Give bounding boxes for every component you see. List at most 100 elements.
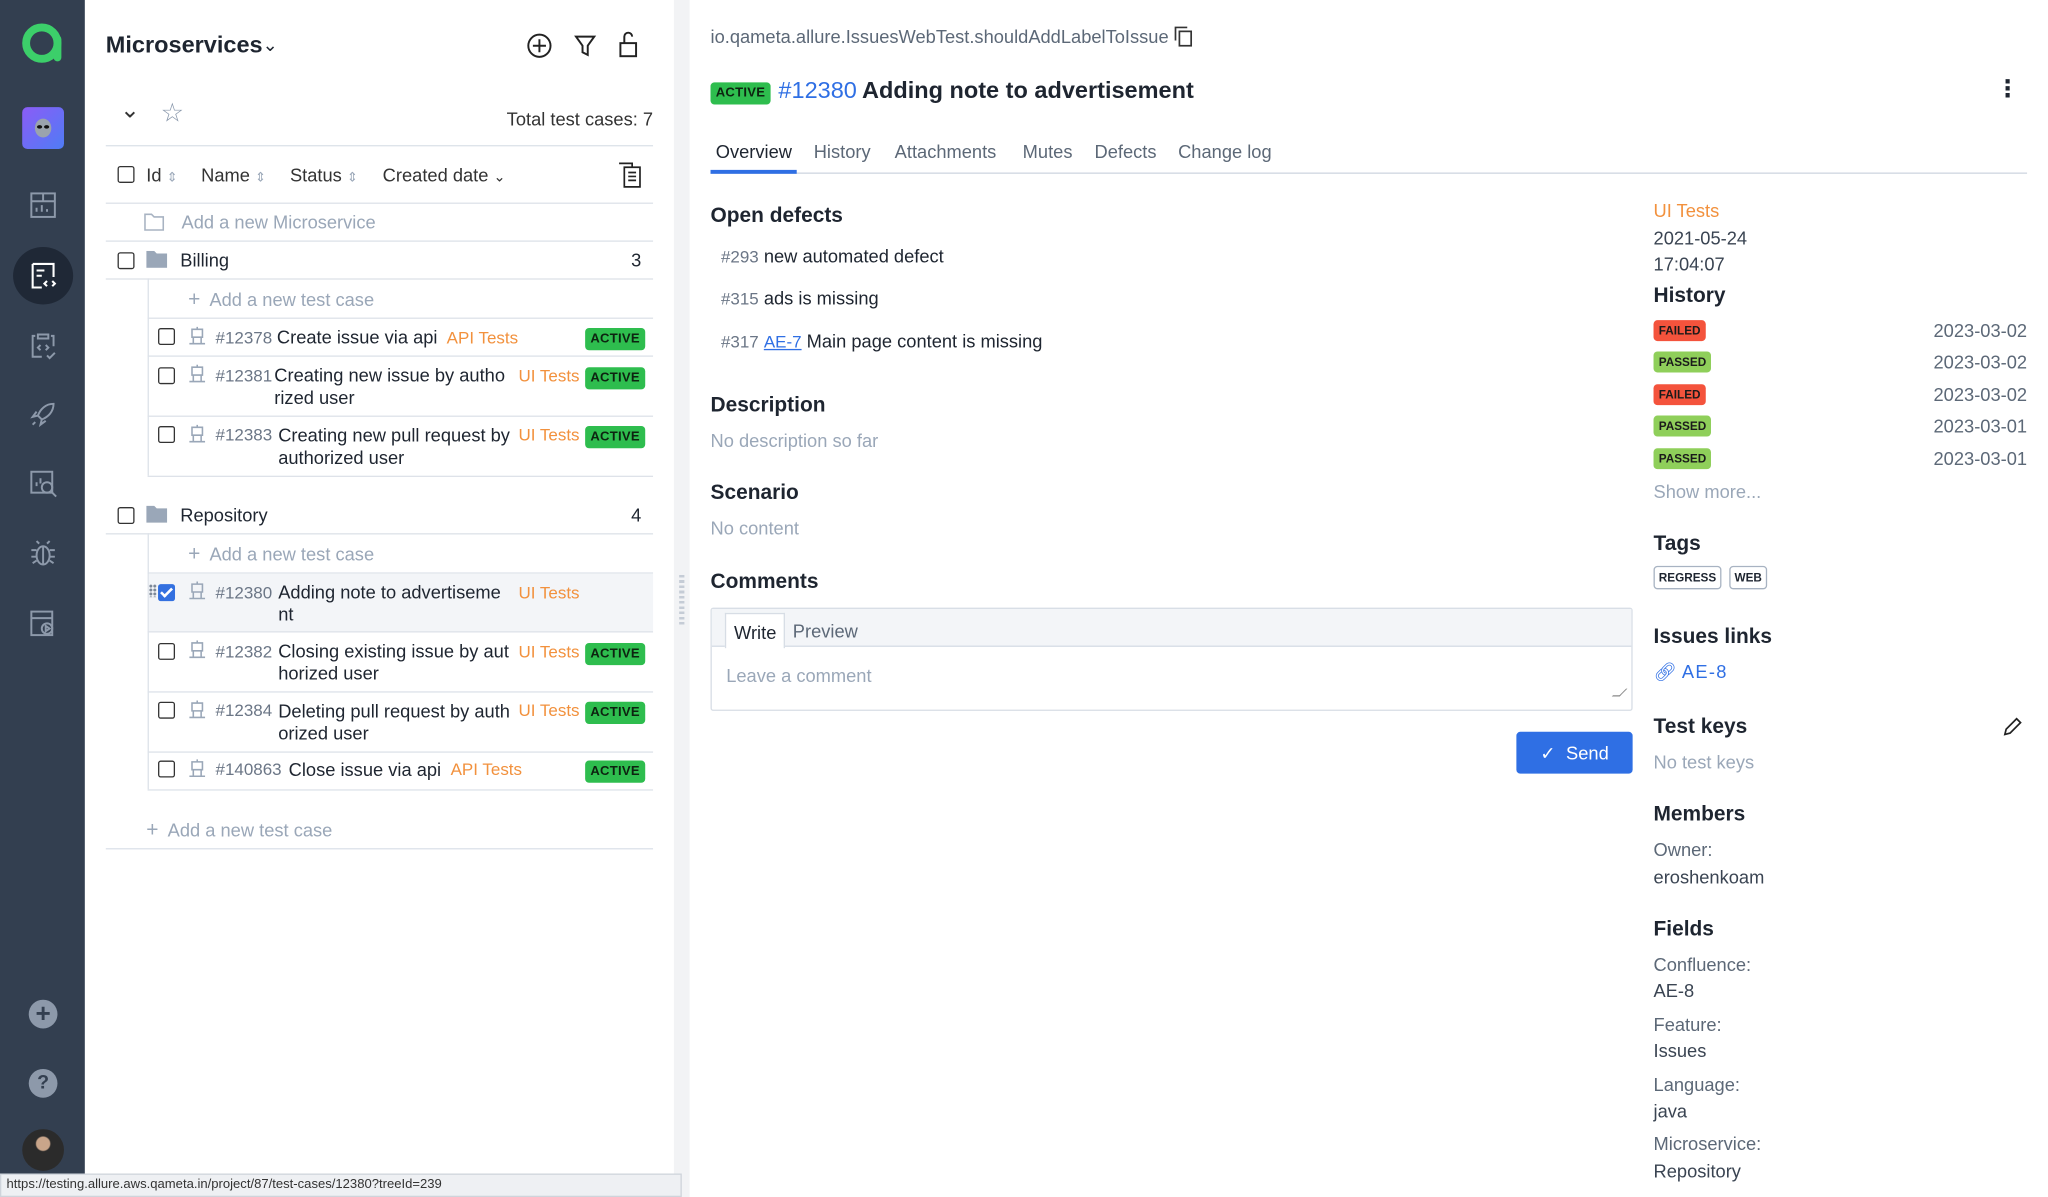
- full-name: io.qameta.allure.IssuesWebTest.shouldAdd…: [710, 26, 1169, 48]
- defects-icon[interactable]: [22, 532, 64, 574]
- defect-issue-link[interactable]: AE-7: [763, 331, 802, 352]
- history-status-badge[interactable]: FAILED: [1653, 320, 1706, 342]
- field-value: Issues: [1653, 1040, 1707, 1062]
- preview-tab[interactable]: Preview: [792, 620, 858, 642]
- column-name[interactable]: Name ⇕: [201, 164, 266, 186]
- case-name: Close issue via api: [288, 759, 442, 781]
- test-case-detail: io.qameta.allure.IssuesWebTest.shouldAdd…: [690, 0, 2048, 1197]
- group-name[interactable]: Billing: [180, 249, 230, 271]
- case-id: #140863: [215, 759, 282, 779]
- case-id: #12378: [215, 328, 273, 348]
- filter-icon[interactable]: [573, 33, 597, 59]
- launches-icon[interactable]: [22, 393, 64, 435]
- group-name[interactable]: Repository: [180, 504, 268, 526]
- case-layer-tag: API Tests: [450, 759, 523, 779]
- column-created-date[interactable]: Created date ⌄: [382, 164, 506, 186]
- write-tab[interactable]: Write: [724, 612, 786, 649]
- history-date: 2023-03-01: [1933, 448, 2028, 470]
- row-checkbox[interactable]: [158, 642, 176, 660]
- column-status[interactable]: Status ⇕: [289, 164, 358, 186]
- history-date: 2023-03-02: [1933, 351, 2028, 373]
- field-label: Microservice:: [1653, 1132, 1762, 1154]
- test-plans-icon[interactable]: [22, 324, 64, 366]
- field-label: Language:: [1653, 1074, 1740, 1096]
- help-icon[interactable]: ?: [28, 1068, 58, 1098]
- row-checkbox[interactable]: [158, 426, 176, 444]
- tab-history[interactable]: History: [813, 141, 871, 163]
- comment-editor: Write Preview Leave a comment: [710, 607, 1633, 711]
- created-time: 17:04:07: [1653, 253, 1725, 275]
- user-avatar[interactable]: [22, 1129, 64, 1171]
- test-case-id: #12380: [778, 77, 857, 104]
- status-bar-url: https://testing.allure.aws.qameta.in/pro…: [0, 1173, 682, 1197]
- add-icon[interactable]: +: [28, 999, 58, 1029]
- issue-link[interactable]: 🔗︎ AE-8: [1653, 661, 1728, 683]
- tab-attachments[interactable]: Attachments: [894, 141, 997, 163]
- unlock-icon[interactable]: [618, 30, 639, 59]
- history-status-badge[interactable]: PASSED: [1653, 448, 1712, 470]
- open-defects-heading: Open defects: [710, 205, 843, 228]
- tag-chip[interactable]: REGRESS: [1653, 565, 1722, 590]
- pencil-icon[interactable]: [2002, 716, 2023, 737]
- copy-icon[interactable]: [1173, 25, 1194, 47]
- robot-icon: [189, 364, 206, 383]
- link-icon: 🔗︎: [1653, 661, 1677, 683]
- select-all-checkbox[interactable]: [117, 165, 135, 183]
- test-cases-icon[interactable]: [13, 246, 74, 305]
- dashboards-icon[interactable]: [22, 184, 64, 226]
- collapse-chevron-icon[interactable]: ⌄: [120, 96, 140, 123]
- star-icon[interactable]: ☆: [160, 99, 185, 129]
- case-id: #12381: [215, 365, 273, 386]
- case-name: Create issue via api: [276, 326, 438, 348]
- case-name: Creating new pull request by authorized …: [278, 424, 510, 468]
- tag-chip[interactable]: WEB: [1729, 565, 1768, 590]
- jobs-icon[interactable]: [22, 602, 64, 644]
- row-checkbox[interactable]: [158, 701, 176, 719]
- tab-overview[interactable]: Overview: [715, 141, 792, 163]
- project-avatar[interactable]: [22, 107, 64, 149]
- comment-input[interactable]: Leave a comment: [726, 665, 872, 687]
- columns-settings-icon[interactable]: [618, 162, 642, 188]
- test-case-tree-panel: Microservices ⌄ ⌄ ☆ Total test cases: 7 …: [84, 0, 674, 1197]
- defect-item[interactable]: #315 ads is missing: [720, 287, 879, 309]
- allure-logo[interactable]: [20, 20, 67, 67]
- drag-handle-icon[interactable]: [148, 584, 157, 598]
- row-checkbox[interactable]: [158, 328, 176, 345]
- add-test-case-bottom-button[interactable]: + Add a new test case: [146, 819, 333, 842]
- row-checkbox[interactable]: [158, 584, 176, 602]
- case-id: #12382: [215, 641, 273, 662]
- issues-links-heading: Issues links: [1653, 625, 1773, 649]
- row-checkbox[interactable]: [158, 760, 176, 778]
- status-badge: ACTIVE: [585, 367, 646, 390]
- resize-handle[interactable]: [679, 574, 685, 625]
- chevron-down-icon[interactable]: ⌄: [262, 33, 278, 55]
- history-status-badge[interactable]: FAILED: [1653, 384, 1706, 406]
- robot-icon: [189, 640, 206, 659]
- tab-change-log[interactable]: Change log: [1178, 141, 1272, 163]
- description-heading: Description: [710, 394, 826, 417]
- tab-mutes[interactable]: Mutes: [1022, 141, 1073, 163]
- group-checkbox[interactable]: [117, 252, 135, 270]
- send-button[interactable]: ✓ Send: [1516, 731, 1633, 774]
- group-checkbox[interactable]: [117, 507, 135, 525]
- more-menu-icon[interactable]: ⋮: [1995, 75, 2020, 102]
- total-test-cases: Total test cases: 7: [506, 108, 654, 130]
- defect-item[interactable]: #317 AE-7 Main page content is missing: [720, 330, 1043, 352]
- defect-item[interactable]: #293 new automated defect: [720, 245, 944, 267]
- add-microservice-button[interactable]: Add a new Microservice: [181, 211, 376, 233]
- row-checkbox[interactable]: [158, 367, 176, 385]
- history-status-badge[interactable]: PASSED: [1653, 351, 1712, 373]
- add-circle-icon[interactable]: [526, 33, 552, 59]
- folder-filled-icon: [146, 505, 168, 523]
- show-more-link[interactable]: Show more...: [1653, 480, 1762, 502]
- tree-title[interactable]: Microservices: [105, 31, 263, 58]
- test-case-row-selected[interactable]: #12380 Adding note to advertisement UI T…: [148, 573, 654, 632]
- column-id[interactable]: Id ⇕: [146, 164, 178, 186]
- resize-grip-icon[interactable]: [1611, 688, 1628, 697]
- history-status-badge[interactable]: PASSED: [1653, 415, 1712, 437]
- tab-defects[interactable]: Defects: [1094, 141, 1157, 163]
- add-test-case-button[interactable]: + Add a new test case: [188, 543, 375, 566]
- add-test-case-button[interactable]: + Add a new test case: [188, 288, 375, 312]
- analytics-icon[interactable]: [22, 463, 64, 505]
- case-id: #12383: [215, 424, 273, 445]
